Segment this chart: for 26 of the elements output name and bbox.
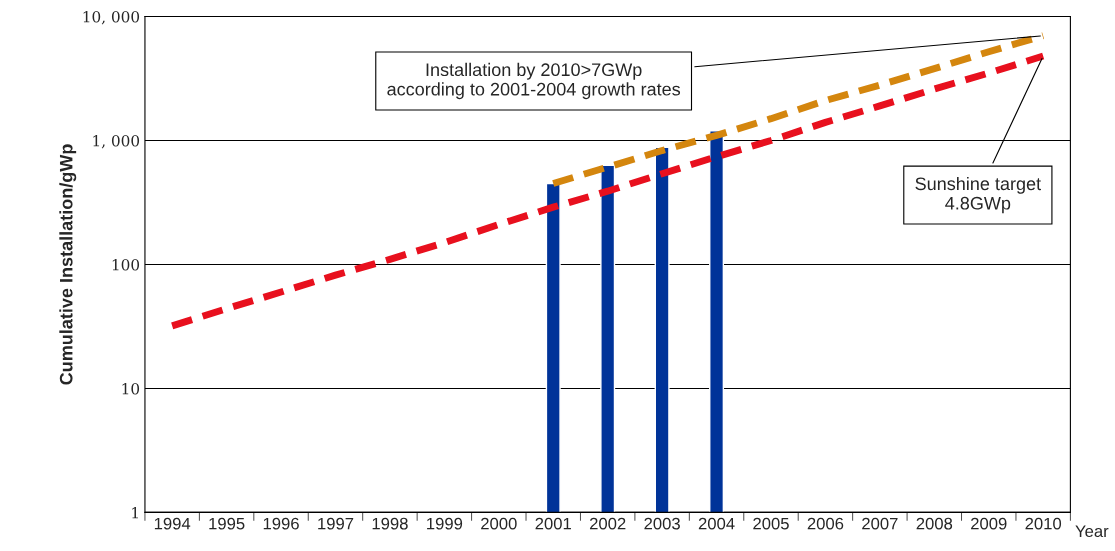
y-axis-title: Cumulative Installation/gWp	[59, 144, 77, 385]
x-tick-label: 2001	[535, 517, 571, 530]
x-tick-label: 2002	[589, 517, 626, 530]
x-tick-label: 2010	[1025, 517, 1062, 530]
y-tick-label: 100	[112, 258, 140, 271]
x-tick-label: 1999	[427, 517, 463, 530]
x-tick-label: 1998	[372, 517, 408, 530]
x-tick-label: 2005	[753, 517, 789, 530]
x-tick-label: 2004	[698, 517, 735, 530]
x-tick-label: 1997	[318, 517, 354, 530]
x-tick-label: 2009	[971, 517, 1007, 530]
x-tick-label: 1994	[154, 517, 191, 530]
x-tick-label: 1996	[263, 517, 299, 530]
x-tick-label: 2006	[807, 517, 844, 530]
x-axis-title: Year	[1075, 525, 1109, 538]
y-tick-label: 10	[122, 382, 140, 395]
annotation: Sunshine target 4.8GWp	[915, 176, 1041, 214]
x-tick-label: 2000	[481, 517, 517, 530]
x-tick-label: 1995	[209, 517, 245, 530]
y-tick-label: 10, 000	[83, 11, 140, 25]
x-tick-label: 2007	[862, 517, 898, 530]
x-tick-label: 2003	[644, 517, 680, 530]
y-tick-label: 1, 000	[93, 134, 140, 149]
x-tick-label: 2008	[916, 517, 953, 530]
y-tick-label: 1	[132, 506, 138, 519]
annotation: Installation by 2010>7GWp according to 2001-2004 growth rates	[387, 62, 681, 100]
